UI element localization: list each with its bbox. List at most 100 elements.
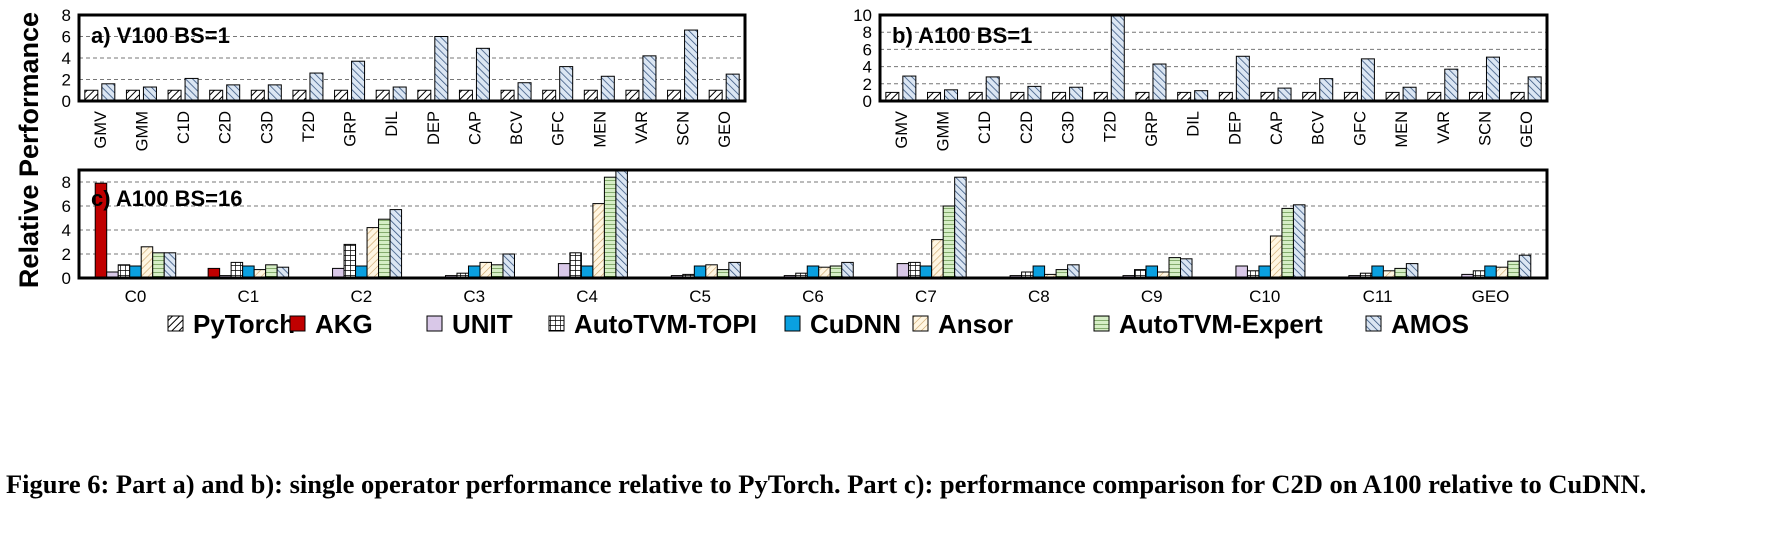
panel-title: a) V100 BS=1: [91, 23, 230, 48]
bar-cudnn-c6: [806, 265, 820, 279]
bar-amos-gmv: [902, 75, 917, 102]
bar-autotvm-expert-c1: [265, 264, 278, 279]
bar-ansor-geo: [1495, 266, 1509, 279]
bar-ansor-c6: [818, 266, 831, 279]
bar-amos-bcv: [1319, 78, 1334, 102]
bar-amos-c9: [1180, 258, 1193, 279]
bar-autotvm-topi-c0: [117, 264, 131, 279]
bar-amos-gfc: [559, 66, 574, 102]
legend-item-pytorch: PyTorch: [167, 309, 295, 339]
x-tick-label: C7: [915, 287, 937, 306]
plot-frame: [878, 13, 1549, 103]
bar-amos-c6: [841, 261, 854, 279]
bar-unit-c10: [1235, 265, 1248, 279]
legend-label: UNIT: [452, 309, 513, 339]
x-tick-label: GEO: [1518, 111, 1536, 148]
bar-pytorch-c1d: [167, 89, 182, 102]
legend-swatch: [784, 315, 801, 332]
bar-autotvm-expert-c10: [1281, 207, 1294, 279]
y-tick-label: 0: [62, 269, 71, 288]
y-tick-label: 6: [863, 40, 872, 59]
x-tick-label: C11: [1363, 287, 1393, 306]
y-axis-label: Relative Performance: [14, 12, 44, 288]
bar-amos-gmm: [142, 86, 157, 102]
x-tick-label: SCN: [1476, 111, 1494, 146]
bar-amos-c11: [1405, 263, 1419, 279]
legend-item-autotvm-topi: AutoTVM-TOPI: [548, 309, 757, 339]
x-tick-label: DIL: [383, 111, 401, 137]
chart-panel-0: 0 2 4 6 8 a) V100 BS=1 GMV GMM C1D C2D C3D T2D GRP DI…: [62, 6, 747, 151]
x-tick-label: C3D: [258, 111, 276, 144]
bar-amos-geo: [1527, 76, 1542, 102]
y-tick-label: 0: [863, 92, 872, 111]
legend-swatch: [167, 315, 184, 332]
bar-pytorch-gmv: [84, 89, 99, 102]
bar-amos-c3: [502, 253, 515, 279]
legend-label: PyTorch: [193, 309, 295, 339]
bar-autotvm-expert-c3: [490, 264, 504, 279]
bar-amos-c1d: [985, 76, 1000, 102]
bar-cudnn-c0: [129, 265, 142, 279]
legend-label: AMOS: [1391, 309, 1469, 339]
x-tick-label: C0: [125, 287, 147, 306]
y-tick-label: 2: [863, 75, 872, 94]
bar-ansor-c0: [140, 246, 154, 279]
x-tick-label: GRP: [1143, 111, 1161, 147]
y-tick-label: 8: [863, 23, 872, 42]
bar-amos-gfc: [1360, 58, 1375, 102]
bar-amos-scn: [1485, 56, 1500, 102]
legend-swatch: [426, 315, 443, 332]
x-tick-label: C10: [1249, 287, 1280, 306]
y-tick-label: 2: [62, 71, 71, 90]
bar-ansor-c2: [366, 227, 380, 279]
x-tick-label: C5: [689, 287, 711, 306]
bar-autotvm-expert-c2: [378, 218, 391, 279]
bar-cudnn-c9: [1145, 265, 1159, 279]
x-tick-label: T2D: [300, 111, 318, 142]
plot-frame: [77, 168, 1549, 280]
panel-title: b) A100 BS=1: [892, 23, 1032, 48]
x-tick-label: BCV: [508, 111, 526, 145]
bar-cudnn-c11: [1371, 265, 1384, 279]
bar-cudnn-c1: [242, 265, 255, 279]
x-tick-label: GFC: [1351, 111, 1369, 146]
bar-autotvm-expert-c7: [942, 205, 956, 279]
legend-swatch: [289, 315, 306, 332]
x-tick-label: CAP: [466, 111, 484, 145]
bar-pytorch-cap: [458, 89, 473, 102]
y-tick-label: 4: [863, 58, 872, 77]
bar-autotvm-expert-c4: [603, 176, 617, 279]
bar-amos-dil: [392, 86, 407, 102]
bar-ansor-c4: [592, 203, 605, 279]
bar-pytorch-geo: [708, 89, 723, 102]
x-tick-label: C2: [350, 287, 372, 306]
x-tick-label: GEO: [1472, 287, 1510, 306]
bar-amos-cap: [1277, 87, 1292, 102]
x-tick-label: C2D: [217, 111, 235, 144]
figure-caption: Figure 6: Part a) and b): single operato…: [6, 469, 1647, 499]
legend-item-unit: UNIT: [426, 309, 513, 339]
bar-pytorch-dil: [375, 89, 390, 102]
bar-pytorch-c2d: [209, 89, 224, 102]
x-tick-label: C3D: [1060, 111, 1078, 144]
bar-amos-men: [600, 75, 615, 102]
x-tick-label: C9: [1141, 287, 1163, 306]
bar-pytorch-men: [583, 89, 598, 102]
x-tick-label: GMM: [935, 111, 953, 151]
x-tick-label: BCV: [1310, 111, 1328, 145]
x-tick-label: T2D: [1101, 111, 1119, 142]
legend-swatch: [548, 315, 565, 332]
legend-swatch: [1365, 315, 1382, 332]
bar-amos-gmv: [101, 83, 116, 102]
x-tick-label: MEN: [1393, 111, 1411, 148]
bar-amos-c1: [276, 266, 290, 279]
bar-pytorch-t2d: [292, 89, 307, 102]
bar-autotvm-expert-c0: [152, 252, 165, 279]
bar-unit-c4: [557, 263, 571, 279]
bar-amos-c2d: [226, 84, 241, 102]
plot-frame: [77, 13, 747, 103]
bar-pytorch-dep: [417, 89, 432, 102]
legend-label: AutoTVM-Expert: [1119, 309, 1323, 339]
bar-autotvm-expert-c9: [1168, 257, 1182, 279]
bar-amos-bcv: [517, 82, 532, 102]
